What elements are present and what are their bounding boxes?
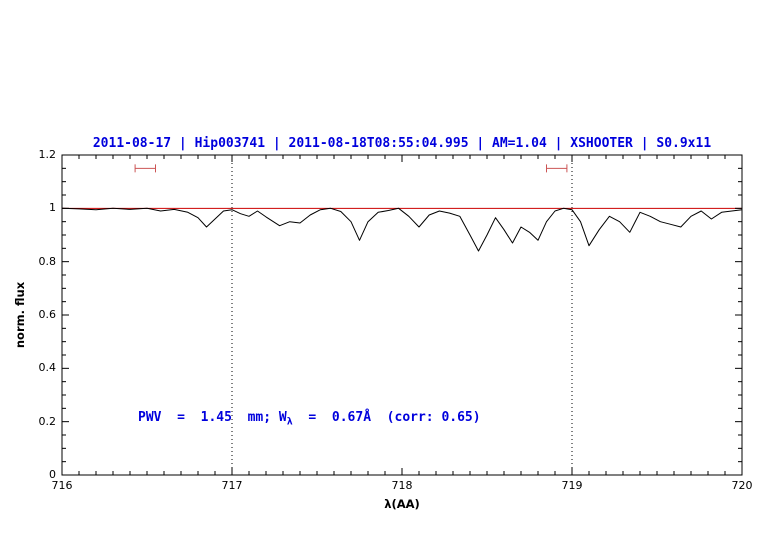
pwv-annotation-suffix: = 0.67Å (corr: 0.65) bbox=[292, 410, 481, 425]
pwv-annotation: PWV = 1.45 mm; Wλ = 0.67Å (corr: 0.65) bbox=[138, 410, 481, 428]
pwv-annotation-sub: λ bbox=[286, 416, 293, 428]
x-axis-label: λ(AA) bbox=[384, 497, 420, 511]
y-axis-label: norm. flux bbox=[13, 281, 27, 349]
y-tick-label: 0 bbox=[49, 468, 56, 481]
plot-title: 2011-08-17 | Hip003741 | 2011-08-18T08:5… bbox=[92, 136, 712, 151]
y-tick-label: 0.4 bbox=[38, 361, 57, 375]
pwv-annotation-prefix: PWV = 1.45 mm; W bbox=[138, 410, 287, 425]
x-tick-label: 718 bbox=[391, 479, 413, 492]
y-tick-label: 1.2 bbox=[38, 148, 57, 161]
spectrum-line bbox=[61, 207, 743, 252]
x-tick-label: 720 bbox=[731, 479, 753, 492]
y-tick-label: 1 bbox=[49, 201, 56, 215]
y-tick-label: 0.2 bbox=[38, 414, 57, 428]
y-tick-label: 0.6 bbox=[38, 308, 57, 321]
x-tick-label: 717 bbox=[221, 479, 243, 492]
x-tick-label: 719 bbox=[561, 479, 583, 492]
y-tick-label: 0.8 bbox=[38, 254, 57, 268]
x-tick-label: 716 bbox=[51, 479, 73, 492]
